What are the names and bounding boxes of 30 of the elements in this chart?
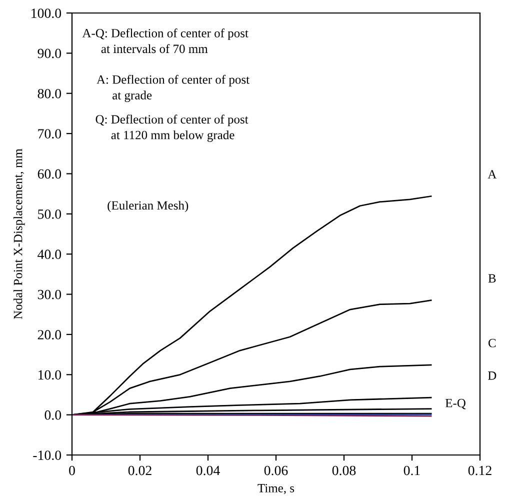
annotation: E-Q <box>445 398 466 410</box>
y-tick-label: 60.0 <box>38 169 62 179</box>
annotation: A-Q: Deflection of center of post at intervals of 70 mm <box>82 28 248 54</box>
x-axis-title: Time, s <box>258 484 294 494</box>
y-tick-label: 40.0 <box>38 250 62 260</box>
x-tick-label: 0 <box>69 466 75 476</box>
y-tick-label: 0.0 <box>44 410 62 420</box>
annotation: A: Deflection of center of post at grade <box>96 74 250 102</box>
y-tick-label: 10.0 <box>38 370 62 380</box>
y-axis-title: Nodal Point X-Displacement, mm <box>13 148 25 320</box>
x-tick-label: 0.12 <box>468 466 492 476</box>
y-tick-label: 80.0 <box>38 88 62 98</box>
y-tick-label: 20.0 <box>38 330 62 340</box>
text: D <box>488 372 496 380</box>
y-tick-label: 30.0 <box>38 290 62 300</box>
x-tick-label: 0.1 <box>404 466 420 476</box>
x-tick-label: 0.06 <box>264 466 288 476</box>
y-tick-label: -10.0 <box>33 450 62 460</box>
text: C <box>488 338 496 348</box>
y-tick-label: 100.0 <box>32 8 62 18</box>
text: B <box>488 274 496 283</box>
text: A <box>488 170 497 178</box>
x-tick-label: 0.02 <box>128 466 152 476</box>
y-tick-label: 90.0 <box>38 48 62 58</box>
x-tick-label: 0.04 <box>196 466 220 476</box>
x-tick-label: 0.08 <box>332 466 356 476</box>
y-tick-label: 50.0 <box>38 209 62 219</box>
y-tick-label: 70.0 <box>38 129 62 139</box>
annotation: Q: Deflection of center of post at 1120 mm below grade <box>96 114 248 142</box>
annotation: (Eulerian Mesh) <box>108 200 188 212</box>
